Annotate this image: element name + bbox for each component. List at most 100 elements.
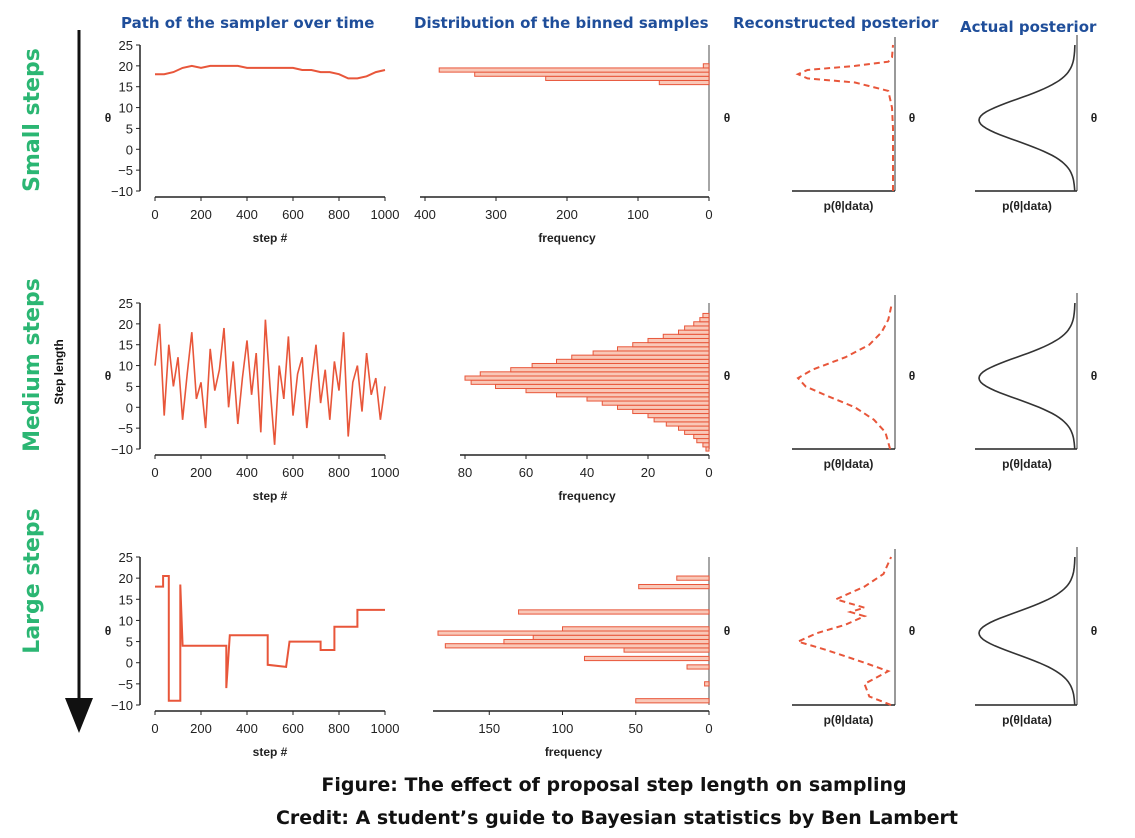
y-tick-label: 25 [119,296,133,311]
x-tick-label: 300 [485,207,507,222]
y-tick-label: −10 [111,184,133,199]
x-tick-label: 200 [556,207,578,222]
y-axis-label: θ [909,624,916,638]
x-tick-label: 0 [705,465,712,480]
histogram-bar [437,630,710,636]
chart-1-0: −10 −5 0 5 10 15 20 25 0 200 400 600 800 1000 step # θ [105,296,400,503]
x-tick-label: 20 [641,465,655,480]
x-tick-label: 200 [190,465,212,480]
histogram-bar [438,67,710,73]
histogram-bar [479,371,710,377]
x-tick-label: 1000 [371,721,400,736]
chart-0-2: θ p(θ|data) [792,37,915,213]
histogram-bar [658,79,710,86]
histogram-bar [586,396,710,402]
histogram-bar [638,583,710,590]
histogram-bar [464,375,710,381]
x-tick-label: 600 [282,721,304,736]
chart-1-3: θ p(θ|data) [975,293,1097,471]
histogram-bar [571,354,710,360]
histogram-bar [635,698,710,704]
x-axis-label: p(θ|data) [824,713,874,727]
histogram-bar [632,342,710,348]
histogram-bar [684,325,710,331]
histogram-bar [617,346,710,352]
y-axis-label: θ [724,111,731,125]
x-axis-label: p(θ|data) [1002,457,1052,471]
y-tick-label: 20 [119,571,133,586]
histogram-bar [532,634,710,640]
histogram-bar [474,71,710,77]
x-tick-label: 400 [236,721,258,736]
histogram-bar [518,609,710,615]
y-axis-label: θ [1091,624,1098,638]
chart-2-0: −10 −5 0 5 10 15 20 25 0 200 400 600 800 1000 step # θ [105,550,400,759]
x-axis-label: frequency [545,745,603,759]
caption-line-2: Credit: A student’s guide to Bayesian st… [276,807,958,829]
sampler-path-line [154,319,386,445]
chart-1-1: 80 60 40 20 0 frequency θ [458,303,730,503]
reconstructed-posterior-curve [795,44,894,191]
y-tick-label: 15 [119,592,133,607]
histogram-bar [665,421,710,427]
histogram-bar [684,429,710,435]
y-axis-label: θ [909,369,916,383]
x-tick-label: 150 [478,721,500,736]
histogram-bar [510,367,710,373]
header-hist: Distribution of the binned samples [414,14,709,32]
chart-2-3: θ p(θ|data) [975,547,1097,727]
y-tick-label: 0 [126,656,133,671]
y-tick-label: 5 [126,635,133,650]
histogram-bar [699,317,710,323]
y-axis-label: θ [105,369,112,383]
y-tick-label: 20 [119,59,133,74]
header-recon: Reconstructed posterior [733,14,939,32]
x-tick-label: 0 [705,207,712,222]
y-tick-label: 25 [119,38,133,53]
actual-posterior-curve [978,556,1076,706]
histogram-bar [704,681,710,687]
histogram-bar [647,337,710,344]
step-length-label: Step length [52,339,66,404]
y-tick-label: 20 [119,317,133,332]
histogram-bar [678,329,710,335]
histogram-bar [545,75,710,81]
header-actual: Actual posterior [960,18,1097,36]
chart-1-2: θ p(θ|data) [792,295,915,471]
histogram-bar [583,655,710,662]
histogram-bar [470,379,710,385]
histogram-bar [556,392,710,398]
row-label-medium: Medium steps [20,278,45,452]
row-label-small: Small steps [20,48,45,192]
x-tick-label: 100 [552,721,574,736]
y-tick-label: 5 [126,379,133,394]
histogram-bar [702,63,710,69]
x-axis-label: step # [253,231,288,245]
x-tick-label: 200 [190,721,212,736]
y-axis-label: θ [1091,111,1098,125]
chart-0-1: 400 300 200 100 0 frequency θ [414,45,730,245]
x-axis-label: p(θ|data) [824,199,874,213]
histogram-bar [623,647,710,653]
y-tick-label: 25 [119,550,133,565]
x-tick-label: 400 [236,207,258,222]
histogram-bar [676,575,710,581]
histogram-bar [705,446,710,452]
chart-2-2: θ p(θ|data) [792,549,915,727]
y-tick-label: 15 [119,338,133,353]
histogram-bar [702,312,710,319]
histogram-bar [647,413,710,419]
x-tick-label: 800 [328,465,350,480]
histogram-bar [503,638,710,645]
histogram-bar [495,383,710,390]
y-tick-label: 10 [119,359,133,374]
x-tick-label: 60 [519,465,533,480]
chart-0-0: −10 −5 0 5 10 15 20 25 0 200 400 600 800 1000 step # θ [105,38,400,245]
x-tick-label: 0 [705,721,712,736]
y-tick-label: 10 [119,613,133,628]
y-tick-label: 0 [126,400,133,415]
x-tick-label: 0 [151,721,158,736]
histogram-bar [662,333,710,339]
